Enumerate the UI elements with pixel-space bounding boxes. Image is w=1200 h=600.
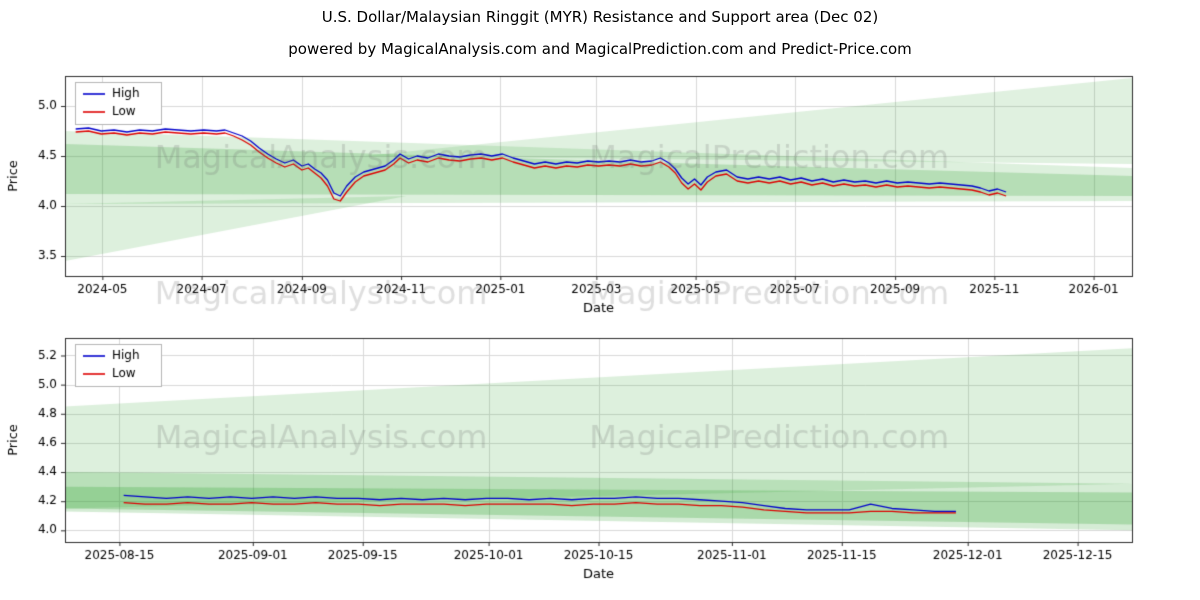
price-chart-top (0, 66, 1200, 318)
chart-title: U.S. Dollar/Malaysian Ringgit (MYR) Resi… (321, 8, 879, 26)
chart-subtitle: powered by MagicalAnalysis.com and Magic… (288, 40, 912, 58)
price-chart-bottom (0, 330, 1200, 600)
